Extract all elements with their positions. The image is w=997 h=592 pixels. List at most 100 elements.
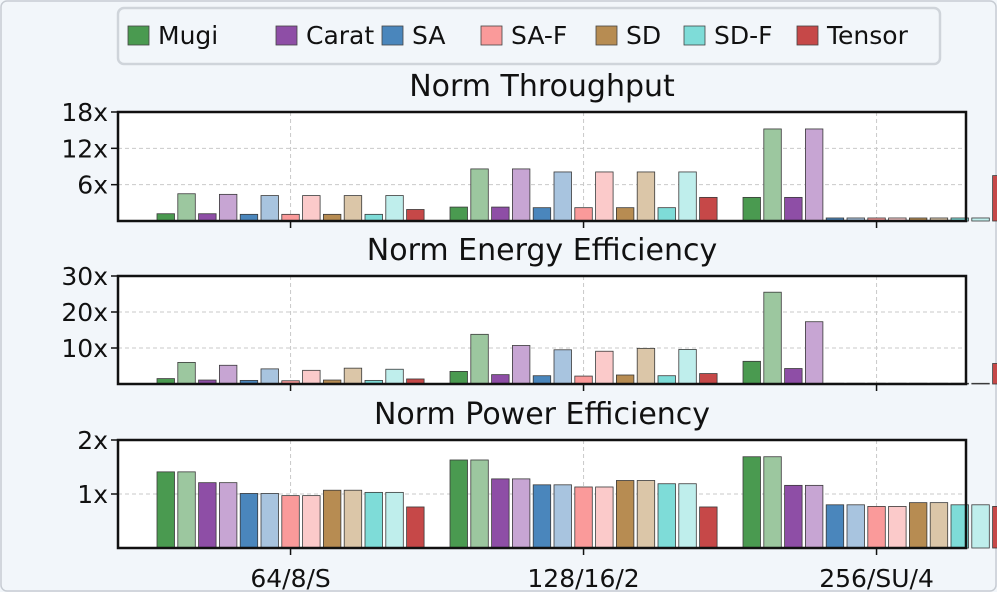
bar-carat-light-128-16-2	[512, 345, 531, 385]
bar-sa-dark-256-su-4	[825, 504, 845, 549]
bar-mugi-dark-256-su-4	[742, 196, 761, 222]
legend-swatch	[127, 25, 150, 46]
y-tick-label: 30x	[61, 262, 108, 291]
bar-sa-f-dark-128-16-2	[574, 486, 593, 549]
bar-sd-light-64-8-s	[343, 195, 363, 222]
bar-sd-light-64-8-s	[343, 489, 363, 549]
bar-mugi-light-64-8-s	[177, 361, 196, 385]
legend-label: SA-F	[511, 21, 567, 50]
bar-sd-f-light-64-8-s	[385, 491, 404, 549]
bar-mugi-dark-64-8-s	[156, 471, 175, 549]
bar-carat-light-128-16-2	[512, 168, 531, 222]
bar-tensor-dark-256-su-4	[992, 175, 997, 222]
legend-item-carat: Carat	[275, 21, 374, 50]
bar-sa-light-128-16-2	[553, 349, 572, 385]
legend-label: SD-F	[714, 21, 773, 50]
bar-tensor-dark-256-su-4	[992, 363, 997, 385]
bar-carat-light-64-8-s	[218, 193, 238, 222]
bar-tensor-dark-128-16-2	[699, 506, 718, 549]
plot-frame	[116, 438, 968, 550]
plot-frame	[116, 110, 968, 223]
legend-box	[116, 6, 942, 66]
bar-sd-dark-256-su-4	[909, 502, 928, 549]
legend-swatch	[796, 25, 819, 46]
y-tick-label: 6x	[77, 171, 108, 200]
bar-sa-f-light-64-8-s	[302, 495, 321, 549]
bar-carat-dark-256-su-4	[784, 196, 803, 222]
bar-mugi-light-256-su-4	[763, 128, 782, 222]
bar-sd-f-light-64-8-s	[385, 368, 404, 385]
bar-sd-f-dark-128-16-2	[657, 483, 676, 549]
bar-sa-dark-128-16-2	[532, 484, 552, 549]
bar-sa-dark-64-8-s	[239, 493, 259, 549]
bar-mugi-light-256-su-4	[763, 456, 782, 549]
bar-mugi-dark-128-16-2	[449, 206, 468, 222]
bar-mugi-light-128-16-2	[470, 168, 489, 222]
bar-sd-f-light-128-16-2	[678, 483, 697, 549]
plot-frame	[116, 274, 968, 386]
bar-sa-f-dark-256-su-4	[867, 506, 886, 549]
bar-sd-f-light-256-su-4	[971, 217, 990, 222]
bar-mugi-dark-256-su-4	[742, 360, 761, 385]
panel-title: Norm Energy Efficiency	[367, 233, 717, 268]
y-tick-label: 2x	[77, 426, 108, 455]
x-tick-label: 128/16/2	[527, 564, 639, 592]
panel-norm-throughput: Norm Throughput 6x 12x 18x	[61, 69, 997, 228]
legend-item-sa-f: SA-F	[480, 21, 567, 50]
y-tick-label: 18x	[61, 98, 108, 127]
bar-sd-f-light-128-16-2	[678, 171, 697, 222]
legend-item-mugi: Mugi	[127, 21, 218, 50]
bar-tensor-dark-128-16-2	[699, 196, 718, 222]
y-tick-label: 20x	[61, 298, 108, 327]
bar-carat-dark-128-16-2	[491, 478, 510, 549]
bar-mugi-light-128-16-2	[470, 333, 489, 385]
y-tick-label: 12x	[61, 134, 108, 163]
panel-title: Norm Power Efficiency	[374, 397, 710, 432]
legend-swatch	[595, 25, 618, 46]
bar-carat-light-64-8-s	[218, 364, 238, 385]
bar-mugi-light-128-16-2	[470, 459, 489, 549]
y-tick-label: 1x	[77, 480, 108, 509]
bar-sa-f-light-128-16-2	[595, 171, 614, 222]
legend-item-sd-f: SD-F	[683, 21, 773, 50]
bar-sa-light-128-16-2	[553, 484, 572, 549]
bar-sa-light-256-su-4	[846, 504, 865, 549]
bar-sd-f-dark-64-8-s	[364, 491, 383, 549]
legend: Mugi Carat SA SA-F SD SD-F Tensor	[116, 6, 942, 66]
bar-tensor-dark-64-8-s	[406, 209, 425, 222]
bar-mugi-dark-128-16-2	[449, 370, 468, 385]
panel-norm-power-efficiency: Norm Power Efficiency 1x 2x 64/8/S 128/16/2 2…	[77, 397, 997, 592]
bar-carat-light-64-8-s	[218, 482, 238, 549]
y-tick-label: 10x	[61, 334, 108, 363]
bar-sd-f-light-64-8-s	[385, 195, 404, 222]
bar-sa-f-light-256-su-4	[888, 506, 907, 549]
panels: Norm Throughput 6x 12x 18x Norm Energy Effic…	[61, 69, 997, 592]
bar-sd-light-128-16-2	[636, 171, 656, 222]
legend-label: SA	[412, 21, 445, 50]
legend-label: Tensor	[826, 21, 909, 50]
bar-carat-dark-256-su-4	[784, 368, 803, 385]
bar-sd-light-128-16-2	[636, 347, 656, 385]
bar-sa-light-64-8-s	[260, 368, 279, 385]
bar-sd-f-dark-128-16-2	[657, 207, 676, 222]
bar-sa-f-dark-128-16-2	[574, 207, 593, 222]
x-tick-label: 256/SU/4	[819, 564, 934, 592]
legend-swatch	[683, 25, 706, 46]
legend-label: SD	[626, 21, 661, 50]
bar-carat-light-256-su-4	[805, 128, 824, 222]
legend-item-sa: SA	[381, 21, 445, 50]
bar-sa-dark-128-16-2	[532, 207, 552, 222]
bar-sa-f-light-128-16-2	[595, 350, 614, 385]
legend-swatch	[381, 25, 404, 46]
legend-swatch	[275, 25, 298, 46]
x-tick-label: 64/8/S	[250, 564, 330, 592]
bar-sa-f-light-128-16-2	[595, 486, 614, 549]
bar-sa-f-light-64-8-s	[302, 369, 321, 385]
panel-norm-energy-efficiency: Norm Energy Efficiency 10x 20x 30x	[61, 233, 997, 391]
bar-sa-f-dark-64-8-s	[281, 495, 300, 549]
bar-carat-light-128-16-2	[512, 478, 531, 549]
bar-sd-f-light-256-su-4	[971, 382, 990, 385]
bar-carat-dark-256-su-4	[784, 484, 803, 549]
bar-mugi-dark-256-su-4	[742, 456, 761, 549]
bar-tensor-dark-256-su-4	[992, 506, 997, 549]
